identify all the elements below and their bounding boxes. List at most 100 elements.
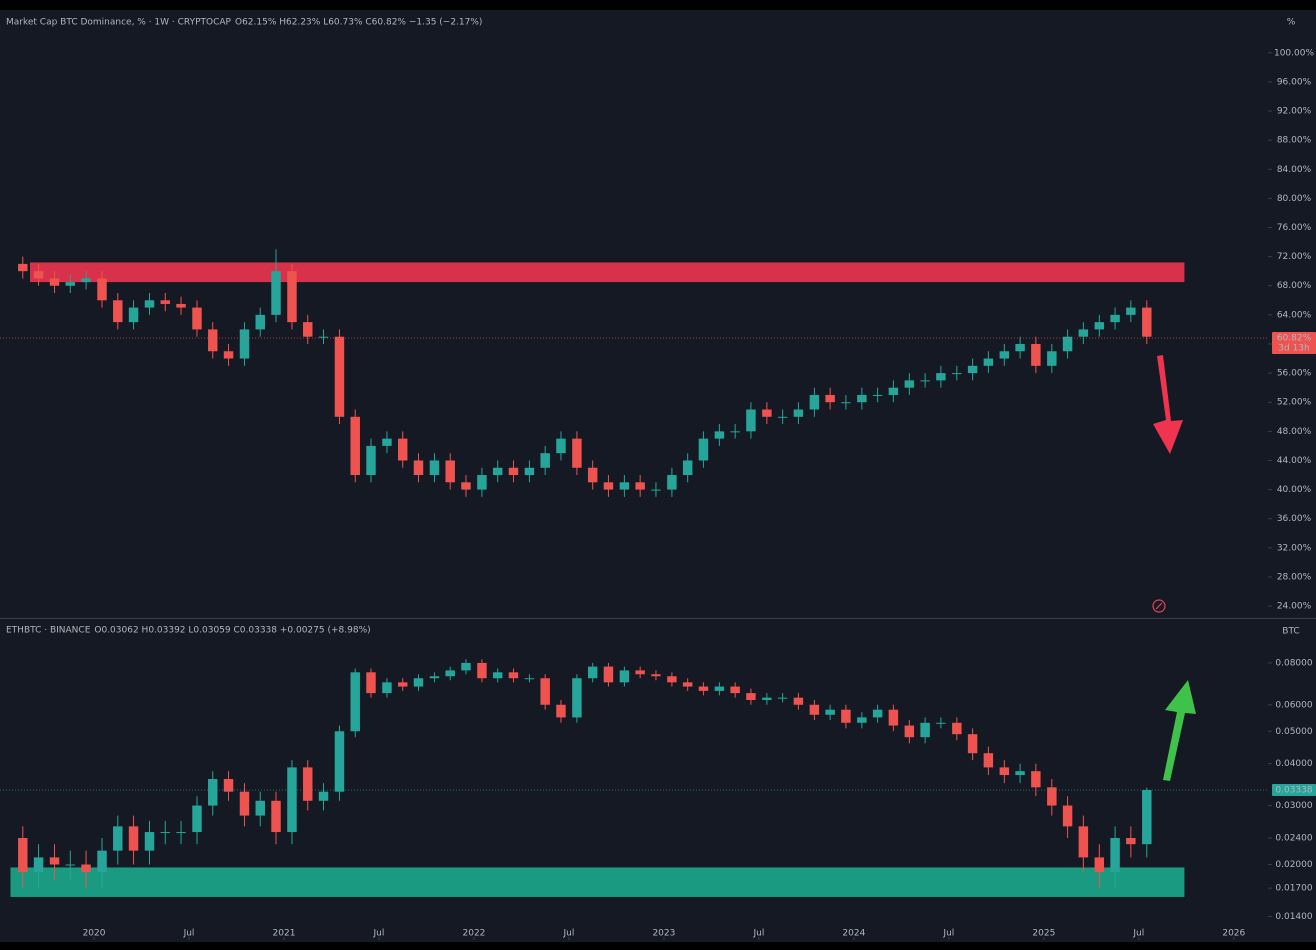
candle-body: [97, 850, 107, 872]
candle-body: [113, 826, 123, 851]
x-tick-label: 2022: [463, 929, 486, 939]
candle-body: [176, 832, 186, 834]
last-price-badge: [1272, 332, 1316, 355]
candle-body: [746, 409, 756, 432]
last-price-label: 60.82%: [1277, 334, 1312, 344]
ohlc-readout: O62.15% H62.23% L60.73% C60.82% −1.35 (−…: [235, 18, 482, 28]
candle-body: [936, 722, 946, 724]
candle-body: [144, 832, 155, 851]
candle-body: [461, 482, 471, 490]
candle-body: [1094, 322, 1105, 330]
candle-body: [303, 767, 313, 801]
candle-body: [857, 717, 867, 723]
y-tick-label: 0.02400: [1275, 833, 1312, 843]
candle-body: [1078, 826, 1089, 858]
candle-body: [413, 678, 424, 687]
candle-body: [255, 314, 265, 330]
candle-body: [366, 445, 376, 476]
candle-body: [318, 791, 329, 801]
candle-body: [587, 666, 598, 679]
candle-body: [540, 453, 550, 468]
candle-body: [635, 670, 645, 675]
candle-body: [1094, 857, 1105, 872]
y-tick-label: 68.00%: [1277, 281, 1312, 291]
series-title: ETHBTC · BINANCE: [6, 626, 91, 636]
candle-body: [366, 672, 376, 694]
candle-body: [492, 672, 503, 679]
candle-body: [271, 271, 281, 315]
candle-body: [635, 482, 645, 490]
candle-body: [967, 365, 978, 374]
candle-body: [397, 438, 408, 461]
candle-body: [524, 678, 535, 680]
y-tick-label: 0.01700: [1275, 884, 1312, 894]
candle-body: [223, 779, 234, 792]
y-tick-label: 72.00%: [1277, 252, 1312, 262]
x-tick-label: Jul: [373, 929, 385, 939]
candle-body: [223, 351, 234, 359]
candle-body: [952, 373, 962, 375]
candle-body: [382, 438, 392, 446]
candle-body: [350, 416, 360, 476]
candle-body: [619, 482, 630, 490]
y-tick-label: 88.00%: [1277, 136, 1312, 146]
candle-body: [334, 731, 345, 792]
candle-body: [904, 725, 915, 738]
candle-body: [698, 438, 709, 461]
x-tick-label: 2023: [652, 929, 675, 939]
alert-icon-mark: [1155, 602, 1163, 610]
candle-body: [888, 709, 899, 726]
candle-body: [113, 300, 123, 323]
y-tick-label: 0.05000: [1275, 727, 1312, 737]
y-tick-label: 36.00%: [1277, 514, 1312, 524]
candle-body: [1015, 771, 1025, 776]
candle-body: [730, 431, 740, 433]
candle-body: [572, 678, 582, 718]
y-tick-label: 64.00%: [1277, 310, 1312, 320]
candle-body: [682, 460, 693, 476]
candle-body: [841, 709, 851, 723]
candle-body: [477, 662, 487, 679]
y-tick-label: 76.00%: [1277, 223, 1312, 233]
x-tick-label: 2025: [1032, 929, 1055, 939]
y-tick-label: 0.02000: [1275, 860, 1312, 870]
x-tick-label: Jul: [752, 929, 764, 939]
candle-body: [477, 475, 487, 490]
candle-body: [1015, 343, 1025, 352]
candle-body: [983, 358, 994, 366]
x-tick-label: Jul: [563, 929, 575, 939]
candle-body: [746, 693, 756, 700]
candle-body: [461, 662, 471, 671]
candle-body: [809, 394, 820, 410]
candle-body: [492, 467, 503, 476]
candle-body: [445, 460, 455, 483]
y-tick-label: 48.00%: [1277, 427, 1312, 437]
candle-body: [445, 670, 455, 677]
candle-body: [587, 467, 598, 483]
alert-icon[interactable]: [1152, 599, 1166, 613]
candle-body: [556, 704, 566, 718]
candle-body: [793, 409, 804, 417]
candle-body: [81, 278, 91, 283]
candle-body: [287, 271, 297, 323]
y-tick-label: 52.00%: [1277, 398, 1312, 408]
last-price-badge: [1272, 784, 1316, 797]
candle-body: [983, 753, 994, 768]
candle-body: [1142, 307, 1152, 337]
candle-body: [872, 709, 883, 718]
candle-body: [287, 767, 297, 833]
bar-countdown: 3d 13h: [1278, 344, 1309, 354]
candle-body: [429, 676, 440, 679]
down-arrow: [1153, 355, 1183, 454]
candle-body: [762, 697, 772, 700]
scale-unit: BTC: [1282, 627, 1299, 637]
up-arrow: [1163, 680, 1196, 781]
candle-body: [952, 722, 962, 735]
y-tick-label: 28.00%: [1277, 572, 1312, 582]
y-tick-label: 0.01400: [1275, 912, 1312, 922]
candle-body: [208, 779, 218, 806]
y-tick-label: 96.00%: [1277, 77, 1312, 87]
zone: [10, 867, 1185, 897]
y-tick-label: 0.04000: [1275, 759, 1312, 769]
candle-body: [508, 672, 519, 679]
